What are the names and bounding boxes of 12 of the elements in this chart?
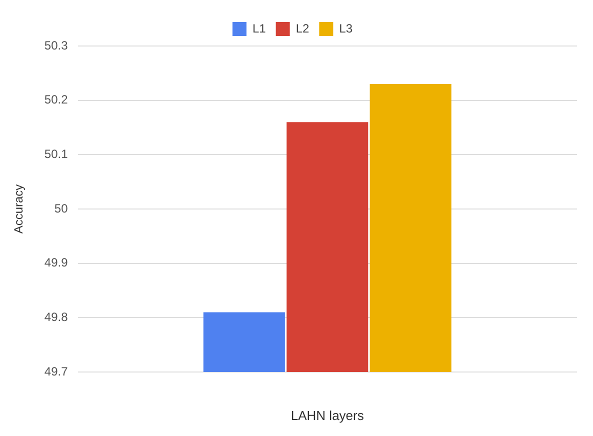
legend-label: L2	[296, 21, 310, 36]
x-axis-title: LAHN layers	[290, 408, 364, 423]
y-tick-label: 50.3	[44, 38, 68, 52]
y-tick-label: 49.9	[44, 256, 68, 270]
y-tick-label: 50.1	[44, 146, 68, 161]
y-tick-label: 49.8	[44, 310, 68, 324]
y-axis-title: Accuracy	[12, 184, 26, 234]
y-tick-label: 50	[54, 201, 68, 216]
legend-label: L3	[339, 21, 353, 36]
y-tick-label: 49.7	[44, 364, 68, 378]
legend-label: L1	[252, 21, 266, 36]
y-tick-label: 50.2	[44, 92, 68, 107]
